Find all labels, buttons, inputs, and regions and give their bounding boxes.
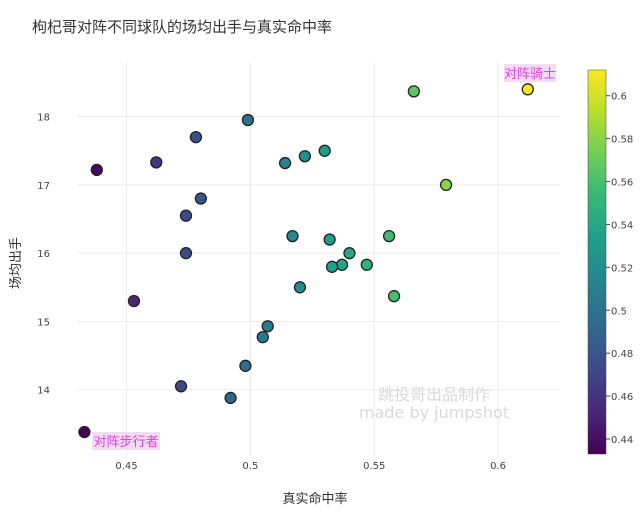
y-axis-title: 场均出手 [9,237,24,289]
scatter-point [261,320,274,333]
scatter-point [179,209,193,222]
scatter-point [360,258,373,271]
scatter-point [90,163,103,177]
colorbar [587,69,607,455]
x-axis-title: 真实命中率 [282,491,347,507]
annotation-cavaliers-bg [504,64,556,82]
annotation-pacers-bg [92,432,160,450]
scatter-point [174,380,188,393]
scatter-point [286,229,299,243]
y-tick-label: 17 [37,181,50,192]
colorbar-tick-label: 0.52 [611,263,633,274]
colorbar-tick-label: 0.5 [611,306,627,317]
colorbar-tick-label: 0.58 [611,135,633,146]
scatter-point [278,156,292,170]
colorbar-tick-label: 0.54 [611,220,633,231]
colorbar-tick-label: 0.56 [611,178,633,189]
colorbar-ticks: 0.44 0.46 0.48 0.5 0.52 0.54 0.56 0.58 0.6 [606,92,633,446]
grid [77,62,560,458]
scatter-point [343,247,356,260]
scatter-point [439,178,453,192]
annotation-pacers: 对阵步行者 [92,432,160,450]
scatter-point [407,85,421,98]
x-tick-label: 0.6 [490,461,506,472]
y-tick-label: 15 [37,317,50,328]
x-tick-label: 0.5 [242,461,258,472]
scatter-point [256,331,269,344]
annotation-pacers-label: 对阵步行者 [93,435,158,450]
annotation-cavaliers-label: 对阵骑士 [504,67,556,82]
scatter-point [224,391,237,405]
chart-title: 枸杞哥对阵不同球队的场均出手与真实命中率 [32,18,332,36]
colorbar-tick-label: 0.44 [611,435,633,446]
scatter-point [241,113,255,127]
scatter-point [298,150,312,163]
y-axis-ticks: 14 15 16 17 18 [37,113,50,397]
scatter-point [325,260,339,273]
watermark-line-2: made by jumpshot [359,403,509,422]
watermark-line-1: 跳投哥出品制作 [378,385,490,404]
scatter-points [78,83,534,439]
y-tick-label: 18 [37,113,50,124]
scatter-point [194,192,207,205]
scatter-point [293,281,307,294]
x-tick-label: 0.55 [363,461,385,472]
scatter-point [323,233,336,246]
scatter-point [335,258,349,271]
scatter-point [521,83,534,96]
scatter-point [318,144,331,157]
scatter-point [150,156,163,169]
y-tick-label: 16 [37,249,50,260]
colorbar-tick-label: 0.46 [611,392,633,403]
x-tick-label: 0.45 [115,461,137,472]
colorbar-tick-label: 0.48 [611,349,633,360]
x-axis-ticks: 0.45 0.5 0.55 0.6 [115,461,506,472]
y-tick-label: 14 [37,386,50,397]
scatter-point [78,425,91,439]
scatter-point [382,229,396,243]
scatter-point [387,290,401,303]
scatter-point [127,294,141,308]
scatter-point [189,130,203,144]
colorbar-tick-label: 0.6 [611,92,627,103]
scatter-point [239,359,252,372]
annotation-cavaliers: 对阵骑士 [504,64,556,82]
scatter-point [179,247,193,260]
